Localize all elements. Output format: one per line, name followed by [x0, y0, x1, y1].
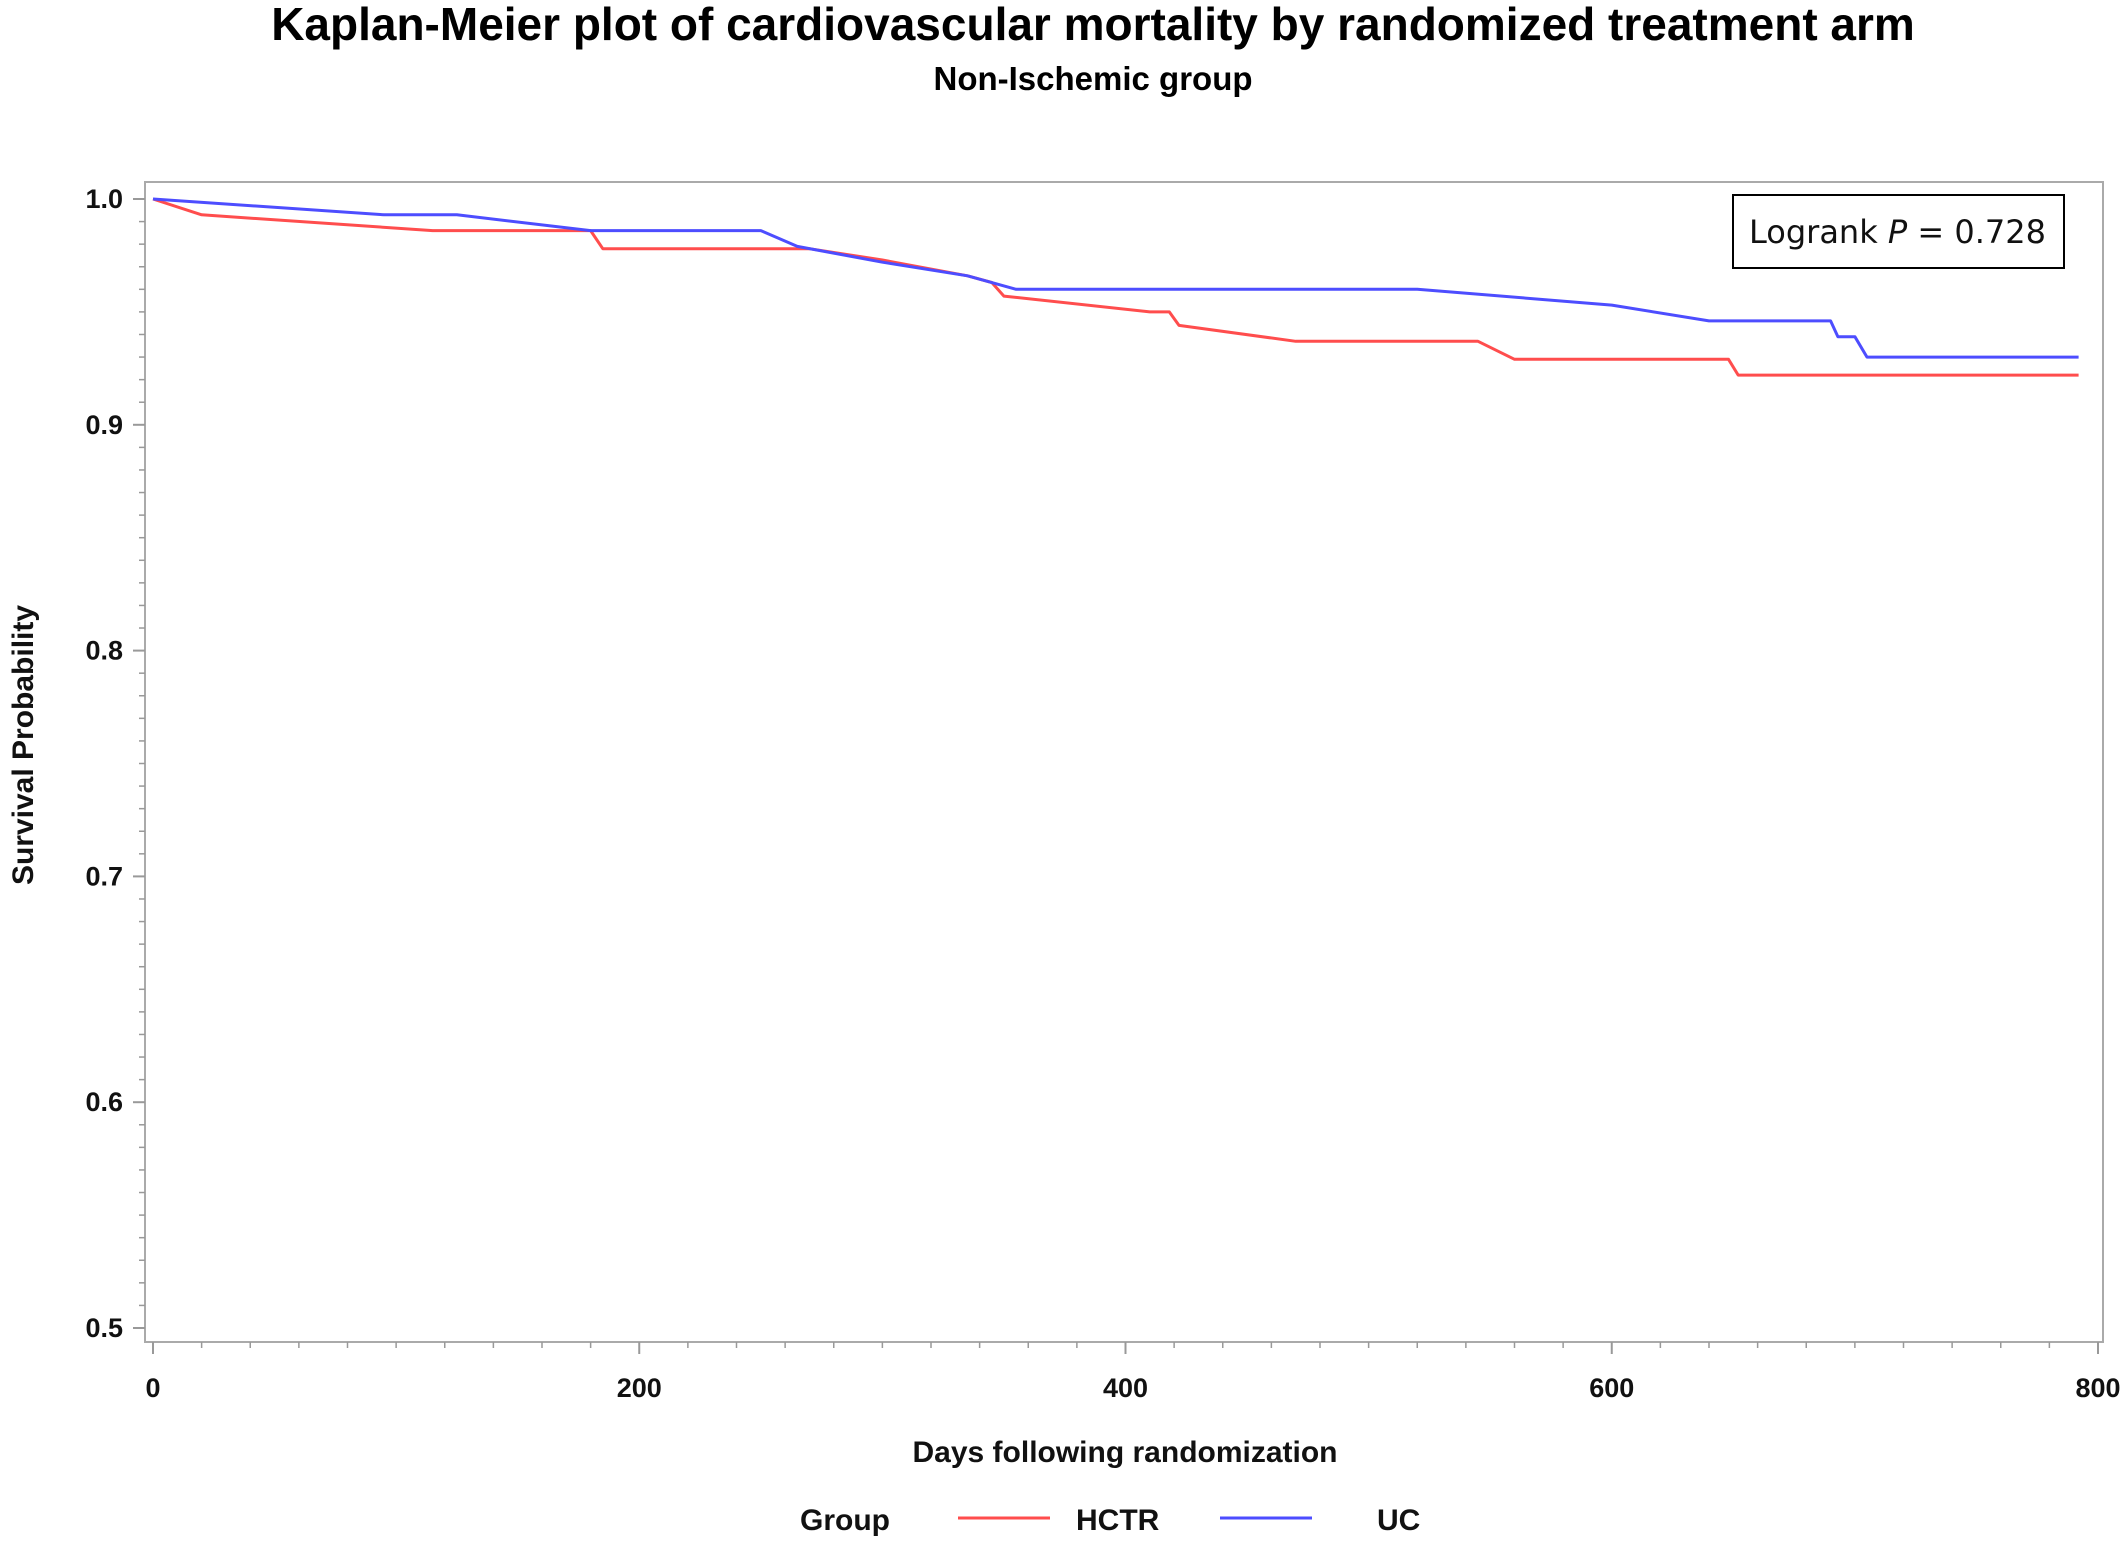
y-tick-label: 0.8 [85, 636, 123, 666]
legend-label-hctr: HCTR [1076, 1504, 1160, 1537]
y-tick-label: 1.0 [85, 184, 123, 214]
series-line-uc [152, 197, 2079, 359]
y-tick-label: 0.7 [85, 861, 123, 891]
logrank-text: Logrank P = 0.728 [1749, 213, 2046, 251]
x-tick-label: 0 [145, 1373, 160, 1403]
legend-label-uc: UC [1377, 1504, 1420, 1537]
logrank-box [1732, 194, 2065, 269]
y-tick-label: 0.9 [85, 410, 123, 440]
y-axis-label: Survival Probability [7, 605, 40, 885]
logrank-p-symbol: P [1888, 213, 1908, 251]
logrank-value: = 0.728 [1907, 213, 2046, 251]
x-axis-label: Days following randomization [912, 1436, 1337, 1469]
x-axis: 0 200 400 600 800 [145, 1342, 2121, 1403]
y-tick-label: 0.6 [85, 1087, 123, 1117]
y-tick-label: 0.5 [85, 1313, 123, 1343]
chart-subtitle: Non-Ischemic group [933, 60, 1252, 97]
logrank-prefix: Logrank [1749, 213, 1888, 251]
y-axis: 0.5 0.6 0.7 0.8 0.9 1.0 [85, 184, 145, 1343]
legend-title: Group [800, 1504, 890, 1537]
x-tick-label: 400 [1103, 1373, 1148, 1403]
series-line-hctr [152, 197, 2079, 377]
series-layer [152, 197, 2079, 377]
logrank-annotation: Logrank P = 0.728 [1732, 194, 2065, 269]
legend: Group HCTR UC [800, 1504, 1420, 1537]
x-tick-label: 200 [617, 1373, 662, 1403]
x-tick-label: 600 [1589, 1373, 1634, 1403]
plot-frame [144, 181, 2104, 1343]
x-tick-label: 800 [2075, 1373, 2120, 1403]
chart-title: Kaplan-Meier plot of cardiovascular mort… [271, 0, 1915, 50]
